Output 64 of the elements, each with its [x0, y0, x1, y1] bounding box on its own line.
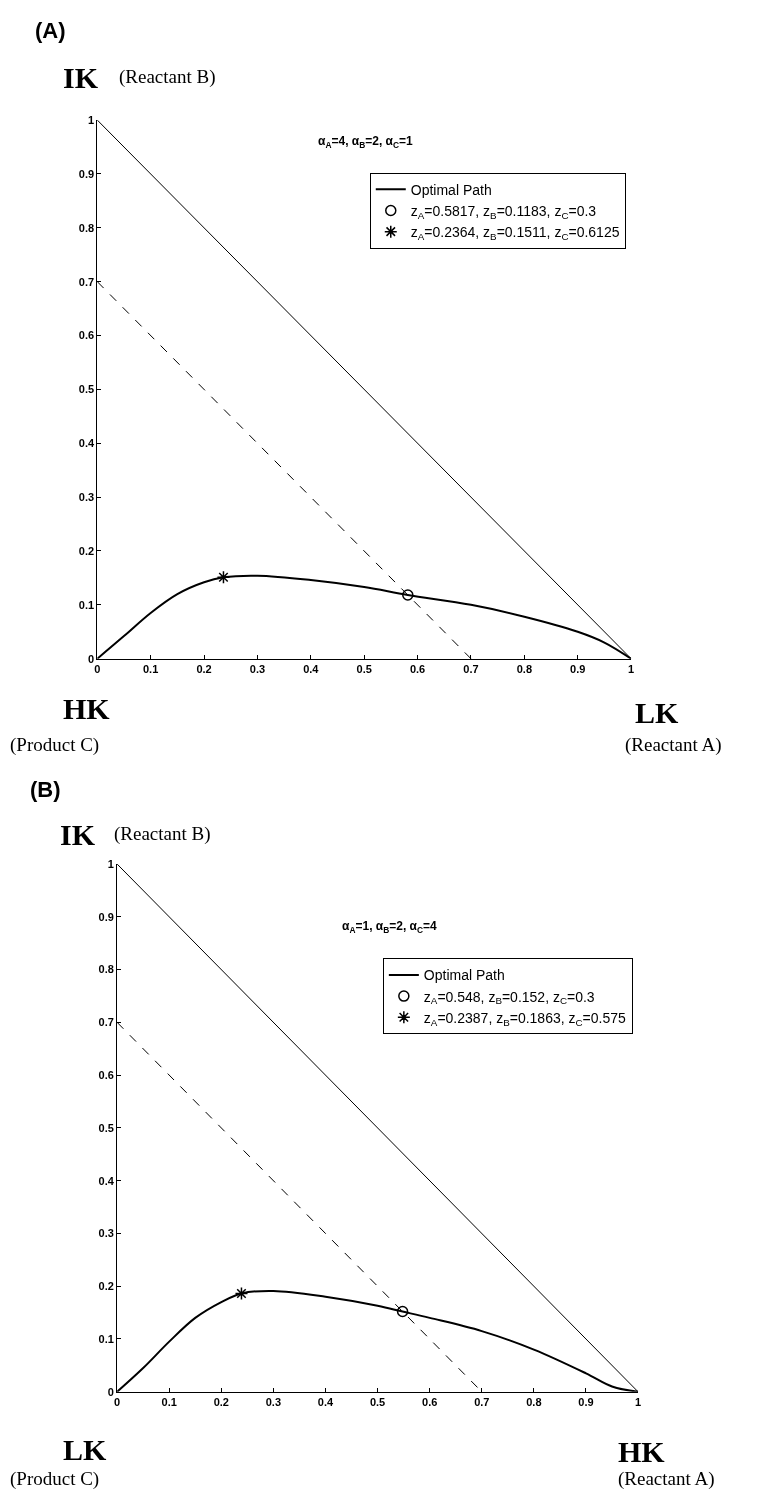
y-tick-label: 0.5 — [78, 383, 95, 396]
x-tick-label: 0.5 — [369, 1395, 386, 1408]
y-tick-label: 0 — [87, 652, 95, 665]
text: (Reactant A) — [618, 1468, 715, 1490]
y-tick-label: 1 — [107, 857, 114, 870]
y-tick-label: 0.8 — [78, 221, 95, 234]
y-tick-label: 0 — [107, 1385, 114, 1398]
x-tick-label: 0.8 — [516, 662, 532, 675]
text: HK — [618, 1435, 666, 1468]
text: LK — [63, 1433, 108, 1466]
annotation: α$_{A}$=4, α$_{B}$=2, α$_{C}$=1 — [318, 134, 414, 150]
y-tick-label: 0.3 — [78, 490, 95, 503]
y-tick-label: 0.1 — [78, 598, 95, 611]
text: (Reactant B) — [114, 823, 211, 845]
x-tick-label: 0.6 — [422, 1395, 438, 1408]
legend-label: z$_{A}$=0.5817, z$_{B}$=0.1183, z$_{C}$=0.3 — [410, 202, 597, 221]
legend-label: Optimal Path — [423, 967, 505, 984]
y-tick-label: 0.6 — [78, 329, 95, 342]
x-tick-label: 0.2 — [196, 662, 212, 675]
text: HK — [63, 692, 111, 725]
x-tick-label: 0.2 — [213, 1395, 229, 1408]
y-tick-label: 0.8 — [98, 963, 114, 976]
text: (Product C) — [10, 1468, 100, 1490]
text: (Reactant B) — [119, 66, 216, 88]
x-tick-label: 0.4 — [317, 1395, 335, 1408]
y-tick-label: 0.1 — [98, 1332, 114, 1345]
y-tick-label: 0.9 — [78, 167, 95, 180]
y-tick-label: 0.4 — [98, 1174, 115, 1187]
y-tick-label: 0.5 — [98, 1121, 114, 1134]
y-tick-label: 0.2 — [78, 544, 95, 557]
text: (Reactant A) — [625, 734, 722, 756]
text: IK — [63, 61, 99, 94]
x-tick-label: 0.7 — [474, 1395, 490, 1408]
y-tick-label: 0.7 — [78, 275, 95, 288]
x-tick-label: 1 — [628, 662, 635, 675]
y-tick-label: 0.7 — [98, 1016, 114, 1029]
x-tick-label: 0.3 — [265, 1395, 282, 1408]
y-tick-label: 0.4 — [78, 437, 95, 450]
legend-label: z$_{A}$=0.2387, z$_{B}$=0.1863, z$_{C}$=0.575 — [423, 1009, 627, 1028]
y-tick-label: 1 — [87, 113, 95, 126]
x-tick-label: 0.3 — [249, 662, 266, 675]
x-tick-label: 0.5 — [356, 662, 372, 675]
legend-label: z$_{A}$=0.548, z$_{B}$=0.152, z$_{C}$=0.3 — [423, 988, 595, 1007]
legend-label: z$_{A}$=0.2364, z$_{B}$=0.1511, z$_{C}$=0.6125 — [410, 224, 620, 243]
x-tick-label: 0.1 — [161, 1395, 177, 1408]
x-tick-label: 0.4 — [303, 662, 320, 675]
chart-title: (B) — [30, 777, 61, 802]
text: LK — [635, 696, 680, 729]
annotation: α$_{A}$=1, α$_{B}$=2, α$_{C}$=4 — [342, 919, 438, 935]
legend-label: Optimal Path — [410, 181, 492, 198]
text: (Product C) — [10, 734, 100, 756]
x-tick-label: 0.6 — [409, 662, 426, 675]
y-tick-label: 0.9 — [98, 910, 114, 923]
y-tick-label: 0.3 — [98, 1227, 114, 1240]
x-tick-label: 0.8 — [526, 1395, 542, 1408]
y-tick-label: 0.6 — [98, 1068, 114, 1081]
x-tick-label: 1 — [635, 1395, 642, 1408]
chart-title: (A) — [35, 18, 66, 43]
y-tick-label: 0.2 — [98, 1280, 114, 1293]
x-tick-label: 0.7 — [463, 662, 479, 675]
x-tick-label: 0.1 — [143, 662, 159, 675]
text: IK — [60, 818, 96, 851]
x-tick-label: 0.9 — [570, 662, 586, 675]
x-tick-label: 0.9 — [578, 1395, 594, 1408]
